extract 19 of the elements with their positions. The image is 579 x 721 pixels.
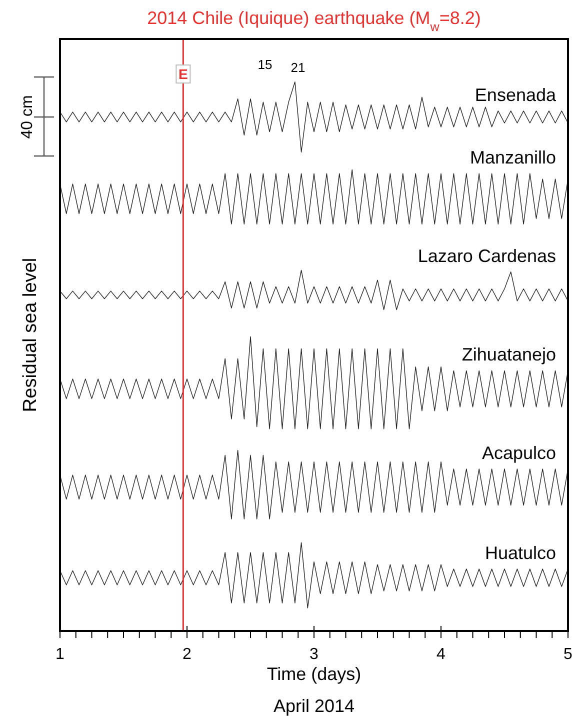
- y-axis-title: Residual sea level: [20, 258, 41, 412]
- series-label: Huatulco: [484, 542, 556, 563]
- x-tick-label: 3: [310, 646, 319, 663]
- series-label: Manzanillo: [470, 148, 556, 168]
- text: 40 cm: [19, 95, 36, 139]
- text: April 2014: [273, 696, 355, 716]
- series-label: Lazaro Cardenas: [418, 246, 556, 266]
- text: 15: [258, 57, 272, 72]
- x-tick-label: 5: [564, 646, 573, 663]
- text: 21: [290, 60, 306, 75]
- x-tick-label: 1: [56, 646, 65, 663]
- series-label: Ensenada: [474, 84, 557, 105]
- x-tick-label: 2: [182, 646, 192, 663]
- chart-title: 2014 Chile (Iquique) earthquake (M$_{w}$=8.2): [147, 8, 481, 34]
- ref-line-label: E: [178, 66, 188, 82]
- x-tick-label: 4: [436, 646, 446, 663]
- x-axis-title: Time (days): [266, 664, 362, 684]
- series-label: Zihuatanejo: [462, 344, 556, 365]
- series-label: Acapulco: [482, 442, 556, 463]
